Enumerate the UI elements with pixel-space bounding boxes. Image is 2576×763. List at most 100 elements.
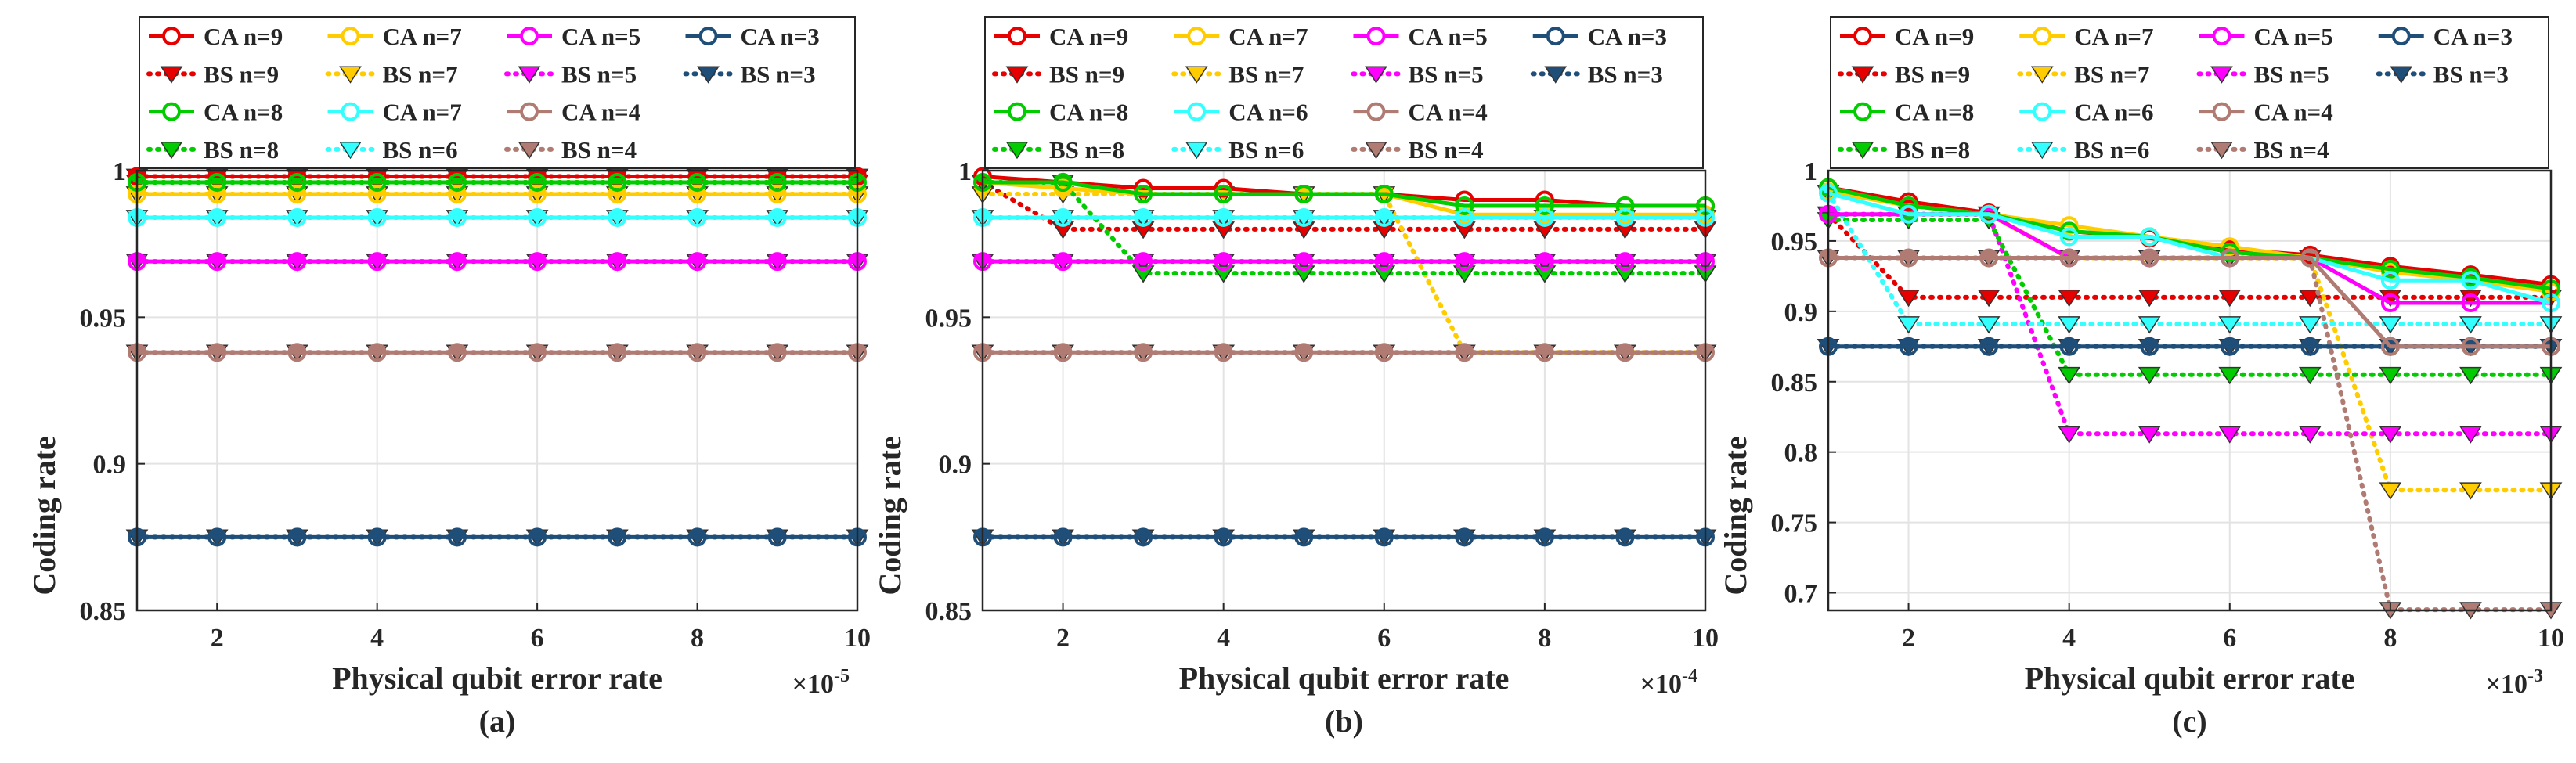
data-point [1899,248,1918,268]
legend-box [1830,16,2549,169]
legend-item: BS n=9 [992,60,1124,88]
legend-marker [1187,102,1207,121]
legend-item: BS n=9 [146,60,279,88]
legend-label: BS n=9 [204,60,279,88]
data-point [608,207,627,227]
legend-label: BS n=7 [2074,60,2149,88]
data-point [2138,290,2161,308]
x-multiplier: ×10-4 [1640,666,1697,699]
legend-marker [518,142,541,160]
panel-caption: (c) [2172,704,2206,739]
data-point [2459,366,2482,385]
legend-item: CA n=9 [149,23,283,50]
data-point [207,252,227,272]
data-point [2218,426,2242,444]
legend-label: CA n=4 [561,99,640,126]
data-point [1294,184,1314,203]
data-point [2220,337,2239,356]
data-point [2220,237,2239,257]
data-point [2218,316,2242,334]
data-point [1214,252,1233,272]
series-ca-n-3 [128,527,867,547]
data-point [367,172,387,192]
data-point [2220,248,2239,268]
data-point [2058,316,2081,334]
data-point [287,252,307,272]
data-point [2459,426,2482,444]
data-point [1452,265,1476,283]
legend-label: CA n=4 [1409,99,1488,126]
legend-item: CA n=5 [2199,23,2333,50]
legend-marker [2390,66,2413,84]
legend-item: BS n=7 [2017,60,2149,88]
data-point [447,527,467,547]
legend-marker [1005,142,1029,160]
y-tick-label: 0.9 [93,451,127,480]
y-tick-label: 0.85 [1771,369,1818,398]
data-point [2380,271,2400,290]
legend-item: CA n=8 [994,99,1128,126]
series-ca-n-6 [973,207,1715,227]
data-point [2140,248,2159,268]
data-point [1615,343,1635,362]
series-ca-n-3 [973,527,1715,547]
series-line [1826,217,2553,377]
legend-marker [2210,66,2233,84]
legend-label: BS n=8 [1049,136,1124,164]
data-point [207,343,227,362]
data-point [2298,316,2322,334]
data-point [447,207,467,227]
data-point [767,343,787,362]
legend-marker [2030,142,2054,160]
x-multiplier-base: ×10 [1640,670,1682,699]
legend-label: BS n=8 [204,136,279,164]
legend-item: BS n=4 [1351,136,1484,164]
legend-label: BS n=3 [2433,60,2509,88]
data-point [2379,482,2402,500]
legend-marker [1853,102,1872,121]
legend-box [984,16,1704,169]
legend-marker [698,27,718,46]
data-point [1977,290,2001,308]
x-tick-label: 2 [1056,624,1070,653]
legend-marker [1185,66,1208,84]
legend-marker [1851,142,1874,160]
legend-label: CA n=4 [2254,99,2333,126]
data-point [1134,207,1153,227]
legend-label: CA n=6 [1228,99,1308,126]
x-tick-label: 6 [531,624,544,653]
data-point [2380,337,2400,356]
legend-item: BS n=6 [1171,136,1304,164]
data-point [1053,207,1073,227]
data-point [1294,207,1314,227]
data-point [447,172,467,192]
data-point [1053,252,1073,272]
panel-c: 2 4 6 8 10 0.7 0.75 0.8 0.85 0.9 0.95 1 Physical qub… [1718,16,2564,739]
legend-item: CA n=3 [2378,23,2513,50]
legend-item: CA n=5 [507,23,640,50]
data-point [1979,204,1999,224]
x-axis-label: Physical qubit error rate [332,660,662,696]
legend-label: BS n=6 [383,136,458,164]
data-point [2140,227,2159,247]
data-point [287,207,307,227]
data-point [1214,184,1233,203]
data-point [367,343,387,362]
legend-item: BS n=6 [325,136,458,164]
legend-item: BS n=5 [504,60,637,88]
data-point [2058,290,2081,308]
y-axis-label: Coding rate [27,436,62,595]
y-axis-label: Coding rate [872,436,907,595]
series-ca-n-5 [128,252,867,272]
legend-item: CA n=7 [2019,23,2153,50]
legend-item: BS n=6 [2017,136,2149,164]
legend-item: CA n=6 [1174,99,1308,126]
data-point [2380,293,2400,313]
legend-marker [1366,102,1386,121]
series-ca-n-4 [1819,248,2560,356]
data-point [2059,248,2079,268]
x-multiplier: ×10-3 [2486,666,2543,699]
data-point [2461,337,2480,356]
data-point [1374,343,1394,362]
y-tick-label: 0.8 [1784,439,1818,468]
